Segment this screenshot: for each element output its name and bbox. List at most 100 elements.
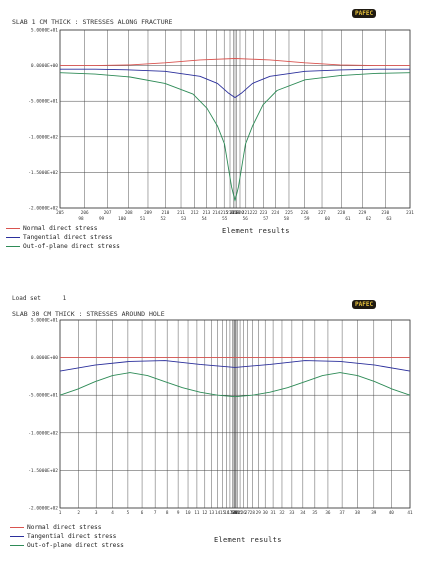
x-tick-label: 6 <box>141 510 144 516</box>
x-tick-label: 231 <box>406 210 414 216</box>
y-tick-label: 0.0000E+00 <box>31 63 58 69</box>
x-tick-label: 2 <box>77 510 80 516</box>
x-tick-label-row2: 100 <box>118 216 126 222</box>
x-tick-label-row2: 51 <box>140 216 146 222</box>
x-tick-label: 3 <box>95 510 98 516</box>
x-tick-label: 220 <box>236 210 244 216</box>
y-tick-label: 5.0000E+01 <box>31 28 58 34</box>
x-tick-label-row2: 53 <box>181 216 187 222</box>
x-tick-label: 15 <box>220 510 226 516</box>
legend-label: Out-of-plane direct stress <box>27 542 124 549</box>
top-x-axis-title: Element results <box>222 227 290 235</box>
x-tick-label: 23 <box>234 510 240 516</box>
bottom-chart-panel: Load set 1 SLAB 30 CM THICK : STRESSES A… <box>4 290 422 558</box>
x-tick-label: 20 <box>232 510 238 516</box>
x-tick-label: 29 <box>256 510 262 516</box>
x-tick-label-row2: 59 <box>304 216 310 222</box>
legend-label: Out-of-plane direct stress <box>23 243 120 250</box>
legend-swatch <box>10 535 24 537</box>
top-chart-svg: 5.0000E+01 0.0000E+00 -5.0000E+01 -1.0000E+… <box>28 28 414 223</box>
x-tick-label: 30 <box>263 510 269 516</box>
x-tick-label: 206 <box>81 210 89 216</box>
bottom-chart-svg: 5.0000E+01 0.0000E+00 -5.0000E+01 -1.0000E+… <box>28 318 413 517</box>
x-tick-label: 211 <box>177 210 185 216</box>
x-tick-label: 14 <box>215 510 221 516</box>
bottom-legend-outofplane: Out-of-plane direct stress <box>10 542 124 549</box>
x-tick-label-row2: 57 <box>263 216 269 222</box>
y-tick-label: -5.0000E+01 <box>28 393 58 399</box>
x-tick-label: 212 <box>191 210 199 216</box>
x-tick-label: 28 <box>250 510 256 516</box>
y-tick-label: 5.0000E+01 <box>31 318 58 324</box>
x-tick-label-row2: 99 <box>99 216 105 222</box>
x-tick-label: 41 <box>407 510 413 516</box>
x-tick-label-row2: 62 <box>366 216 372 222</box>
x-tick-label: 218 <box>231 210 239 216</box>
x-tick-label-row2: 98 <box>78 216 84 222</box>
x-tick-label: 24 <box>235 510 241 516</box>
x-tick-label: 40 <box>389 510 395 516</box>
x-tick-label: 34 <box>300 510 306 516</box>
bottom-chart-title: SLAB 30 CM THICK : STRESSES AROUND HOLE <box>12 310 165 318</box>
x-tick-label: 18 <box>230 510 236 516</box>
x-tick-label: 228 <box>337 210 345 216</box>
x-tick-label: 13 <box>209 510 215 516</box>
y-tick-label: -1.0000E+02 <box>28 430 58 436</box>
x-tick-label-row2: 61 <box>345 216 351 222</box>
x-tick-label: 11 <box>194 510 200 516</box>
top-legend-normal: Normal direct stress <box>6 225 98 232</box>
top-legend-outofplane: Out-of-plane direct stress <box>6 243 120 250</box>
x-tick-label: 230 <box>381 210 389 216</box>
x-tick-label: 32 <box>279 510 285 516</box>
x-tick-label: 225 <box>285 210 293 216</box>
tangential-stress-line <box>59 360 411 372</box>
x-tick-label: 10 <box>185 510 191 516</box>
legend-label: Normal direct stress <box>27 524 102 531</box>
tangential-stress-line <box>60 68 410 99</box>
x-tick-label: 31 <box>270 510 276 516</box>
legend-label: Tangential direct stress <box>23 234 113 241</box>
legend-swatch <box>10 526 24 528</box>
y-tick-label: -2.0000E+02 <box>28 206 58 212</box>
x-tick-label: 229 <box>359 210 367 216</box>
x-tick-label: 217 <box>230 210 238 216</box>
x-tick-label: 35 <box>312 510 318 516</box>
y-tick-label: -5.0000E+01 <box>28 99 58 105</box>
x-tick-label: 223 <box>260 210 268 216</box>
x-tick-label: 37 <box>340 510 346 516</box>
legend-label: Normal direct stress <box>23 225 98 232</box>
legend-swatch <box>6 236 20 238</box>
x-tick-label: 227 <box>318 210 326 216</box>
x-tick-label-row2: 60 <box>325 216 331 222</box>
x-tick-label: 208 <box>125 210 133 216</box>
normal-stress-line <box>60 58 410 67</box>
legend-label: Tangential direct stress <box>27 533 117 540</box>
bottom-legend-tangential: Tangential direct stress <box>10 533 116 540</box>
top-chart-panel: SLAB 1 CM THICK : STRESSES ALONG FRACTUR… <box>4 4 422 252</box>
x-tick-label: 205 <box>56 210 64 216</box>
legend-swatch <box>6 227 20 229</box>
top-legend-tangential: Tangential direct stress <box>6 234 112 241</box>
y-tick-label: -1.5000E+02 <box>28 468 58 474</box>
outofplane-stress-line <box>59 372 411 398</box>
load-set-label: Load set 1 <box>12 295 66 302</box>
y-tick-label: 0.0000E+00 <box>31 355 58 361</box>
y-tick-label: -2.0000E+02 <box>28 506 58 512</box>
x-tick-label: 222 <box>250 210 258 216</box>
x-tick-label: 7 <box>154 510 157 516</box>
x-tick-label: 17 <box>227 510 233 516</box>
bottom-legend-normal: Normal direct stress <box>10 524 102 531</box>
x-tick-label: 22 <box>233 510 239 516</box>
x-tick-label: 209 <box>144 210 152 216</box>
top-chart-title: SLAB 1 CM THICK : STRESSES ALONG FRACTUR… <box>12 18 173 26</box>
outofplane-stress-line <box>59 72 411 202</box>
x-tick-label: 36 <box>325 510 331 516</box>
x-tick-label: 207 <box>104 210 112 216</box>
x-tick-label: 4 <box>111 510 114 516</box>
x-tick-label: 213 <box>203 210 211 216</box>
x-tick-label: 8 <box>166 510 169 516</box>
x-tick-label-row2: 63 <box>386 216 392 222</box>
pafec-logo: PAFEC <box>352 300 377 309</box>
x-tick-label: 19 <box>231 510 237 516</box>
legend-swatch <box>6 245 20 247</box>
